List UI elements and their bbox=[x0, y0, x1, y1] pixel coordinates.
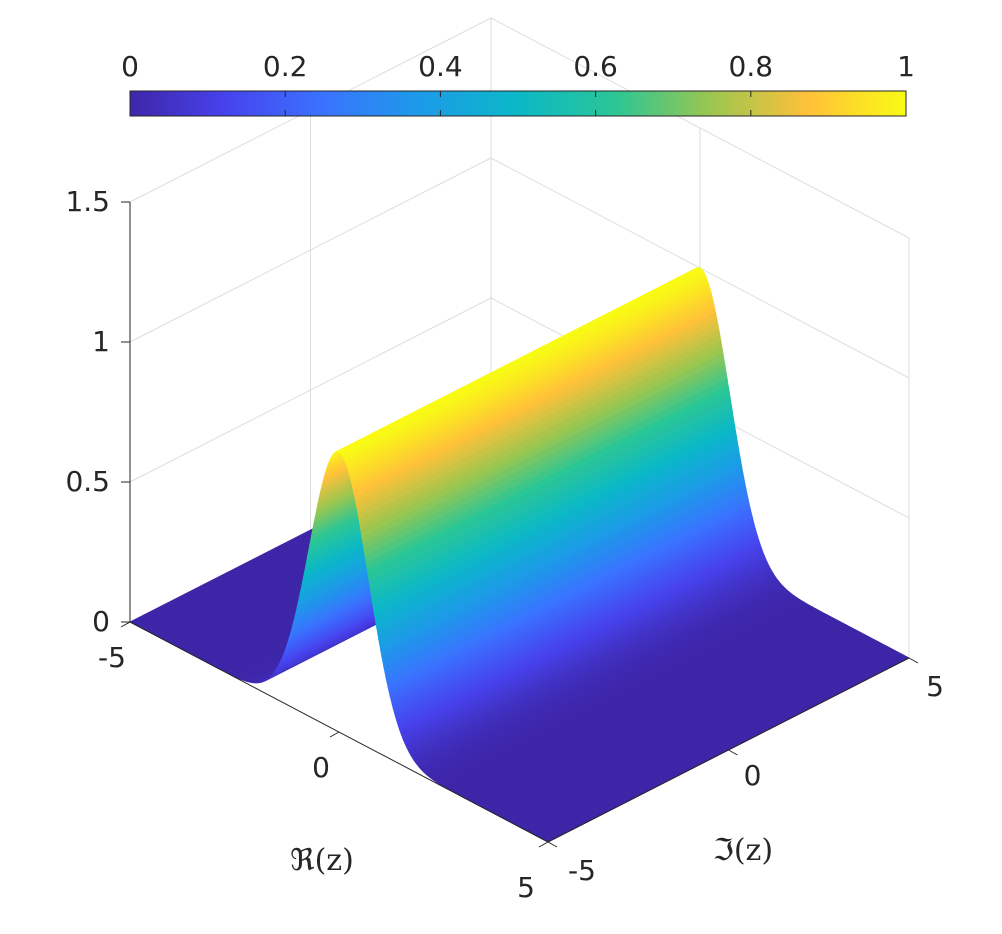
surface-layer bbox=[129, 267, 910, 843]
y-tick bbox=[908, 657, 919, 664]
axes-layer: 00.511.5-505-505 bbox=[65, 185, 943, 904]
colorbar-bar bbox=[129, 90, 907, 117]
grid-line bbox=[129, 157, 910, 379]
x-tick-label: -5 bbox=[98, 641, 126, 674]
x-tick bbox=[329, 731, 340, 738]
colorbar-tick-label: 0.4 bbox=[418, 50, 463, 83]
y-tick bbox=[547, 841, 558, 848]
z-tick-label: 1.5 bbox=[65, 185, 110, 218]
y-tick bbox=[728, 749, 738, 756]
z-tick-label: 0.5 bbox=[65, 465, 110, 498]
grid-line bbox=[129, 17, 910, 239]
x-axis-label: ℜ(z) bbox=[290, 843, 354, 878]
y-tick-label: 5 bbox=[926, 670, 944, 703]
x-tick-label: 5 bbox=[517, 871, 535, 904]
x-tick bbox=[538, 841, 549, 848]
x-tick bbox=[120, 621, 131, 628]
y-tick-label: 0 bbox=[744, 759, 762, 792]
colorbar-tick-label: 1 bbox=[897, 50, 915, 83]
y-tick-label: -5 bbox=[568, 854, 596, 887]
colorbar: 0 0.2 0.4 0.6 0.8 1 bbox=[121, 50, 915, 117]
z-tick-label: 1 bbox=[92, 325, 110, 358]
x-tick-label: 0 bbox=[312, 751, 330, 784]
colorbar-tick-label: 0 bbox=[121, 50, 139, 83]
colorbar-tick-label: 0.8 bbox=[729, 50, 774, 83]
y-axis-label: ℑ(z) bbox=[713, 833, 773, 868]
colorbar-tick-label: 0.2 bbox=[263, 50, 308, 83]
z-tick-label: 0 bbox=[92, 605, 110, 638]
colorbar-tick-label: 0.6 bbox=[573, 50, 618, 83]
